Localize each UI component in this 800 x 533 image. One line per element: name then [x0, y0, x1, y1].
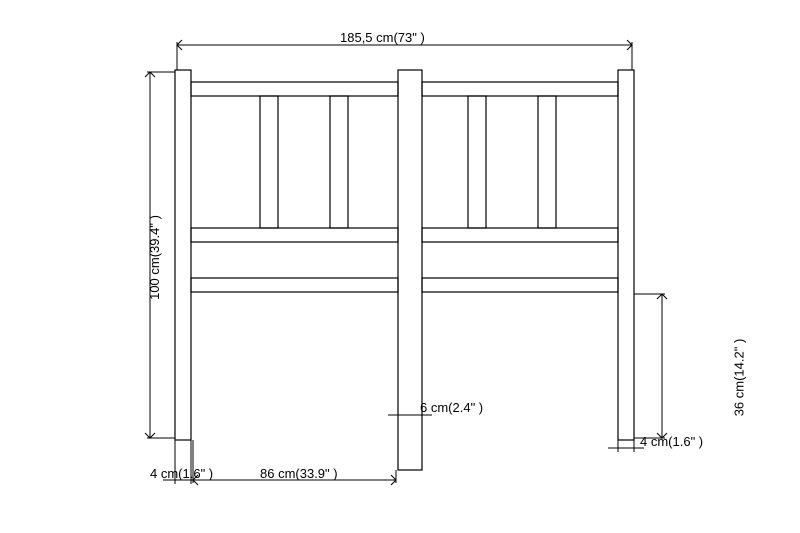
dim-top-width: 185,5 cm(73" )	[340, 30, 425, 45]
dim-bottom-span: 86 cm(33.9" )	[260, 466, 338, 481]
dim-right-post: 4 cm(1.6" )	[640, 434, 703, 449]
dim-right-height: 36 cm(14.2" )	[731, 339, 746, 417]
dim-center-width: 6 cm(2.4" )	[420, 400, 483, 415]
dim-left-post: 4 cm(1.6" )	[150, 466, 213, 481]
dim-left-height: 100 cm(39.4" )	[147, 215, 162, 300]
headboard-diagram	[0, 0, 800, 533]
